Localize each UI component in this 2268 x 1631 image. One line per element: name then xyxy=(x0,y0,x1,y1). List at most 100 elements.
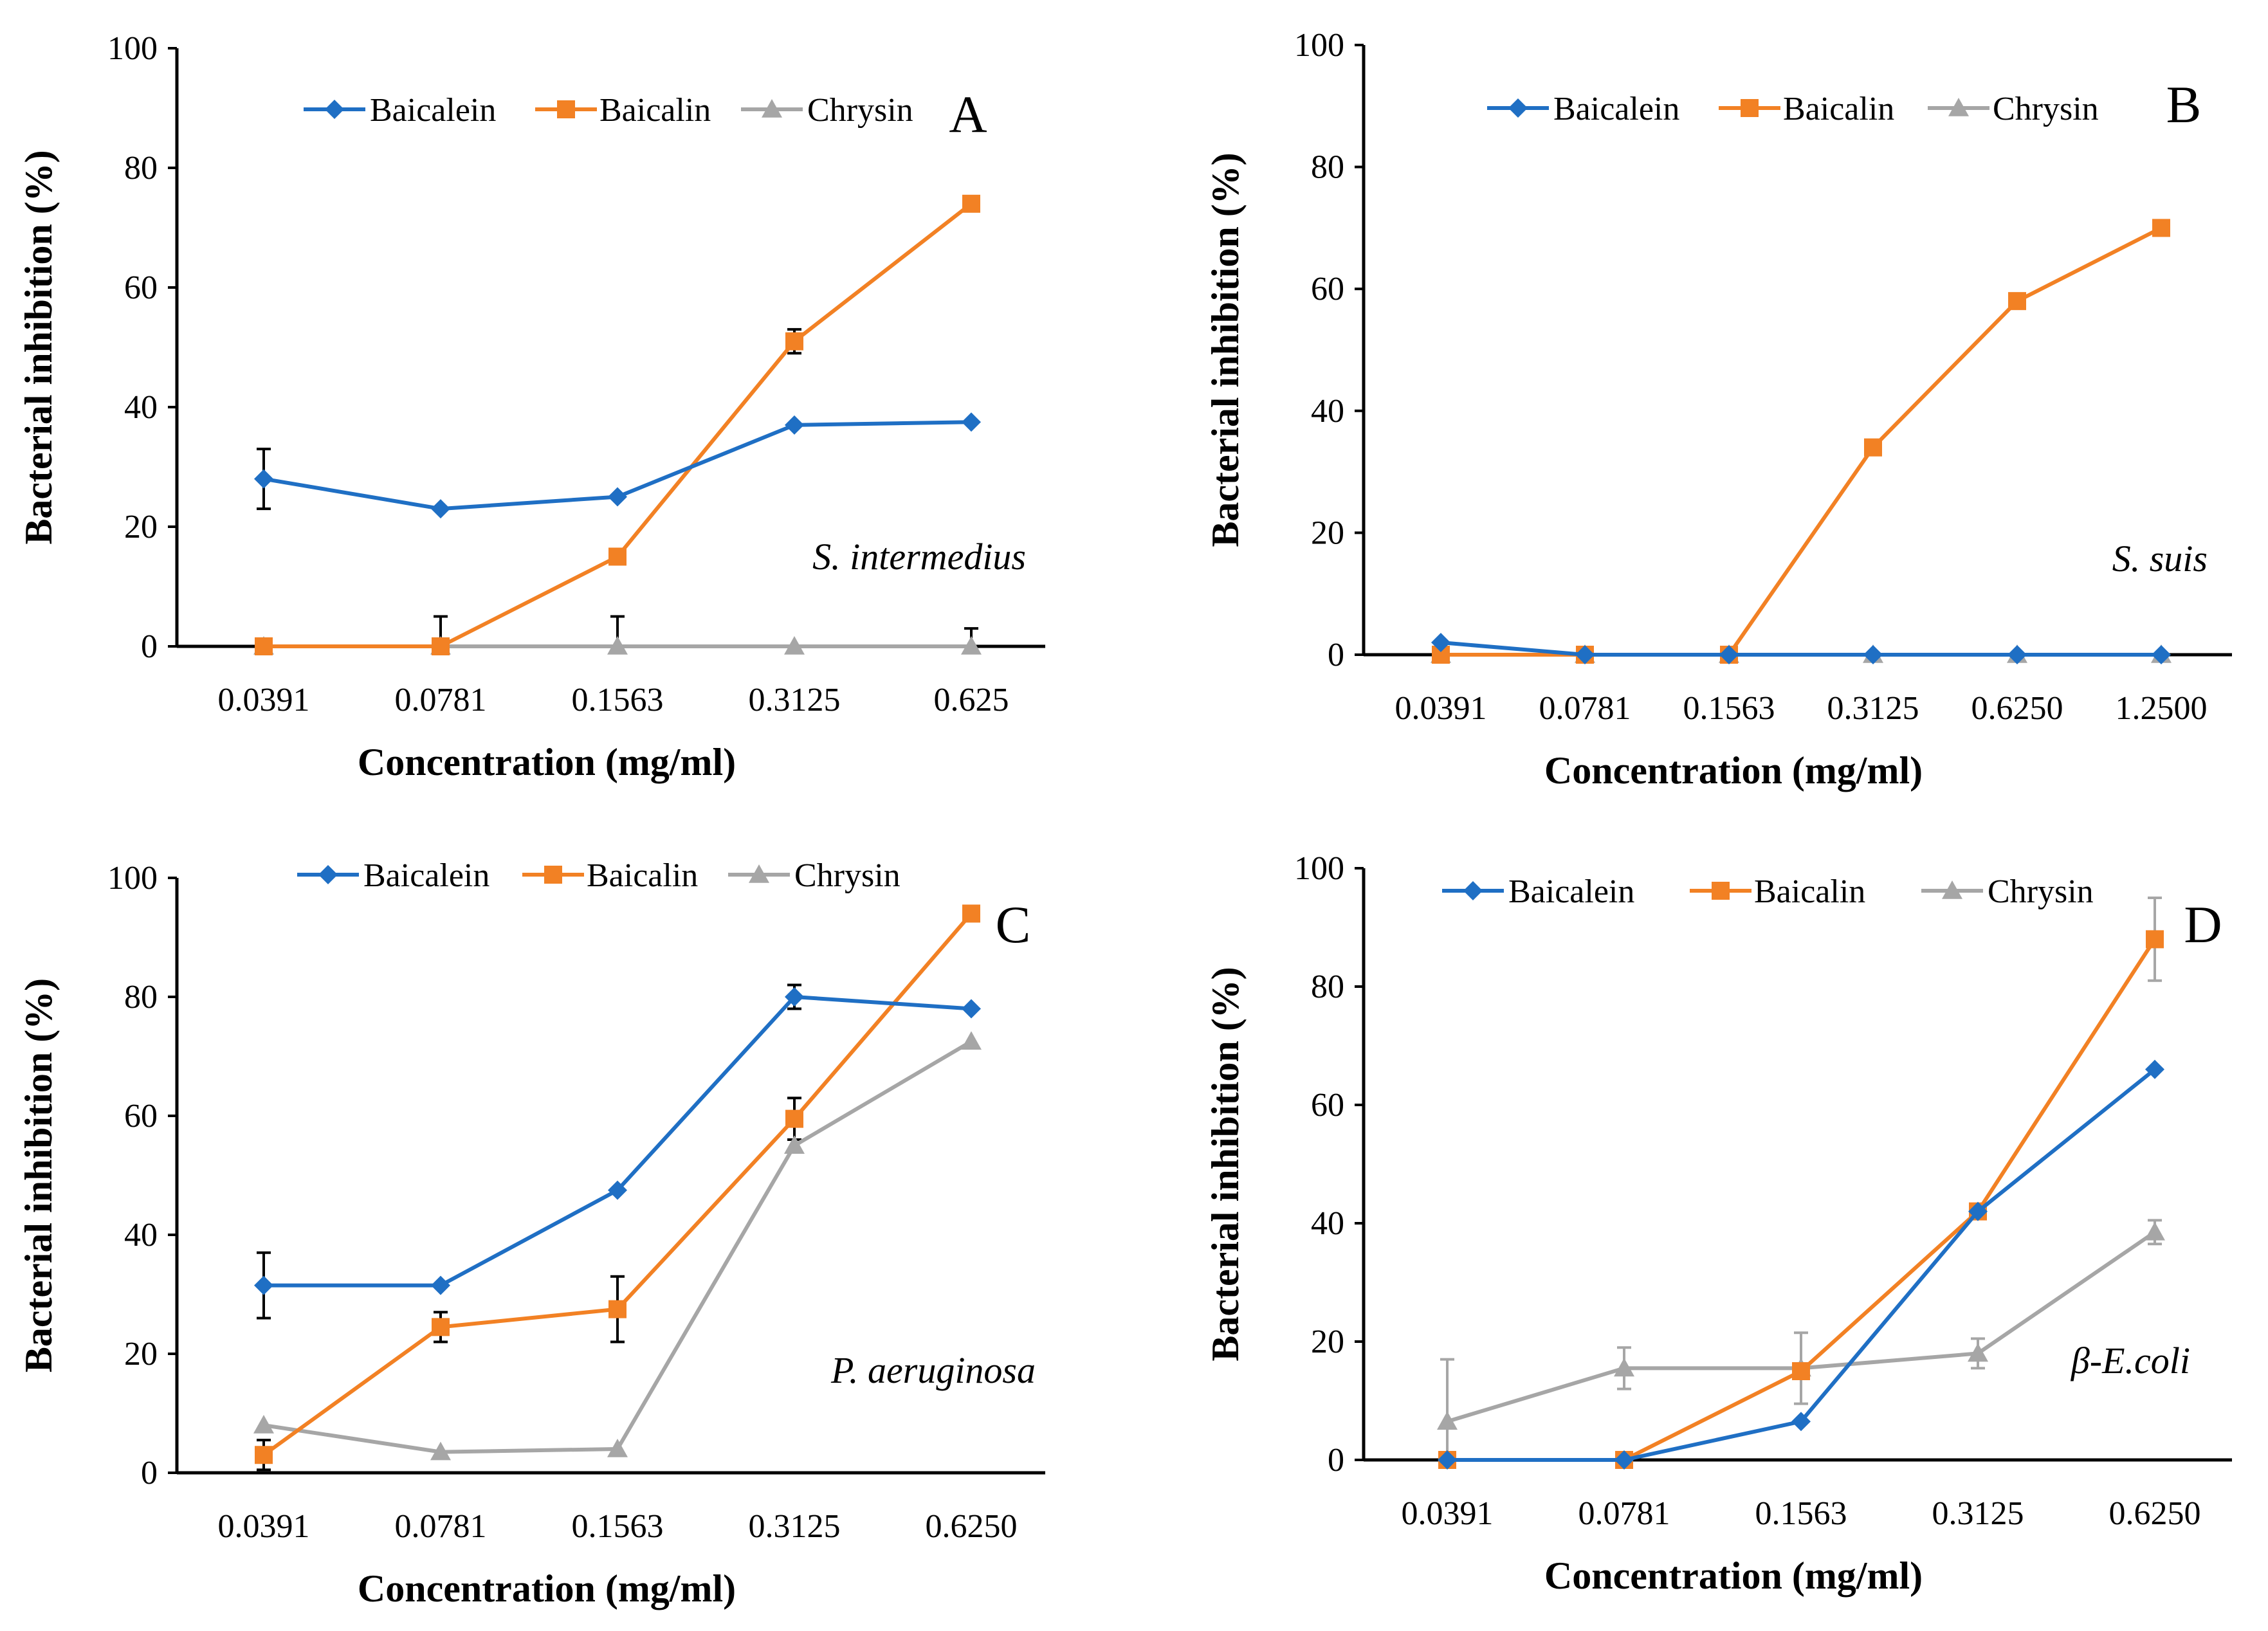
panel-a-baicalein-point xyxy=(254,469,273,489)
panel-c-legend-baicalein-label: Baicalein xyxy=(363,857,489,894)
panel-c-y-tick-label: 60 xyxy=(124,1098,158,1134)
panel-a-x-tick-label: 0.3125 xyxy=(749,682,841,718)
panel-c-legend-chrysin-marker xyxy=(749,864,769,883)
panel-b-y-axis-title: Bacterial inhibition (%) xyxy=(1204,152,1247,547)
panel-b-baicalein-point xyxy=(2152,645,2171,664)
panel-c-x-tick-label: 0.0781 xyxy=(395,1508,487,1545)
panel-b-baicalein-point xyxy=(1863,645,1883,664)
panel-d-chrysin-point xyxy=(1968,1343,1988,1362)
panel-c-x-tick-label: 0.3125 xyxy=(749,1508,841,1545)
panel-c-y-tick-label: 40 xyxy=(124,1217,158,1253)
panel-d-legend-baicalin-label: Baicalin xyxy=(1754,873,1865,910)
panel-b-baicalin-point xyxy=(1864,438,1882,457)
panel-c-baicalin-point xyxy=(785,1109,803,1128)
panel-b-legend-baicalein-marker xyxy=(1508,98,1528,118)
panel-b-legend-baicalein-label: Baicalein xyxy=(1553,91,1679,127)
panel-a-y-tick-label: 80 xyxy=(124,150,158,187)
panel-c-legend-baicalein-marker xyxy=(318,865,338,884)
panel-d-y-tick-label: 60 xyxy=(1311,1087,1344,1124)
panel-c-y-tick-label: 20 xyxy=(124,1336,158,1372)
panel-c-chrysin-point xyxy=(784,1135,805,1154)
panel-d-x-tick-label: 0.0781 xyxy=(1578,1495,1670,1532)
panel-d-legend-baicalin-marker xyxy=(1712,882,1730,900)
panel-b-legend-baicalin-marker xyxy=(1741,99,1759,117)
panel-a-x-tick-label: 0.0391 xyxy=(218,682,310,718)
panel-d-chrysin-point xyxy=(2145,1221,2165,1241)
panel-a-legend-chrysin-marker xyxy=(762,99,782,118)
panel-c-x-tick-label: 0.6250 xyxy=(926,1508,1018,1545)
panel-b-y-tick-label: 80 xyxy=(1311,149,1344,186)
panel-d-y-axis-title: Bacterial inhibition (%) xyxy=(1204,967,1247,1361)
panel-c-x-axis-title: Concentration (mg/ml) xyxy=(358,1567,736,1610)
panel-b-x-tick-label: 0.0781 xyxy=(1539,690,1631,727)
panel-b-baicalein-point xyxy=(1719,645,1739,664)
panel-b-baicalin-point xyxy=(2152,219,2170,237)
panel-c-organism: P. aeruginosa xyxy=(830,1349,1036,1391)
panel-d-y-tick-label: 40 xyxy=(1311,1205,1344,1242)
panel-d-chrysin-point xyxy=(1614,1358,1634,1377)
panel-c-y-axis-title: Bacterial inhibition (%) xyxy=(17,978,60,1372)
panel-c-chrysin-point xyxy=(430,1441,451,1461)
panel-c-baicalin-point xyxy=(255,1446,273,1464)
panel-a-baicalin-point xyxy=(255,637,273,655)
panel-d-x-tick-label: 0.1563 xyxy=(1755,1495,1847,1532)
panel-c-legend-baicalin-label: Baicalin xyxy=(587,857,698,894)
panel-b: 0 20 40 60 80 100 0.0391 0.0781 0.1563 0.3125 0.62… xyxy=(1204,27,2232,792)
panel-a-y-tick-label: 20 xyxy=(124,509,158,545)
panel-d-baicalein-point xyxy=(2145,1059,2164,1079)
panel-a-baicalin-point xyxy=(962,194,980,213)
panel-a-legend-baicalein-label: Baicalein xyxy=(370,92,496,129)
panel-b-baicalein-line xyxy=(1440,641,2161,657)
panel-c-legend-baicalin-marker xyxy=(544,866,562,884)
panel-a-baicalein-point xyxy=(431,499,450,519)
panel-a-baicalein-point xyxy=(962,412,981,432)
panel-d-x-tick-label: 0.3125 xyxy=(1932,1495,2024,1532)
panel-a-x-tick-label: 0.0781 xyxy=(395,682,487,718)
panel-d-y-tick-label: 80 xyxy=(1311,969,1344,1005)
panel-b-x-tick-label: 1.2500 xyxy=(2116,690,2208,727)
panel-b-organism: S. suis xyxy=(2112,538,2208,579)
panel-d-legend-chrysin-label: Chrysin xyxy=(1988,873,2094,910)
panel-d-baicalein-point xyxy=(1968,1201,1988,1221)
panel-a-legend-chrysin-label: Chrysin xyxy=(807,92,913,129)
panel-b-y-tick-label: 40 xyxy=(1311,393,1344,430)
panel-a-x-tick-label: 0.1563 xyxy=(572,682,664,718)
panel-b-legend-baicalin-label: Baicalin xyxy=(1783,91,1894,127)
panel-a-baicalin-point xyxy=(785,332,803,351)
panel-c-letter: C xyxy=(996,895,1031,954)
panel-c-baicalin-point xyxy=(608,1300,626,1318)
panel-c-baicalin-point xyxy=(962,904,980,923)
panel-a-y-tick-label: 60 xyxy=(124,269,158,306)
panel-d-baicalein-point xyxy=(1791,1412,1811,1432)
panel-b-baicalein-point xyxy=(1575,645,1595,664)
panel-c-chrysin-point xyxy=(253,1415,274,1434)
panel-a-letter: A xyxy=(949,85,987,143)
panel-c-baicalein-point xyxy=(254,1275,273,1295)
panel-c-y-tick-label: 100 xyxy=(107,860,158,897)
panel-a-x-axis-title: Concentration (mg/ml) xyxy=(358,741,736,783)
panel-b-x-tick-label: 0.6250 xyxy=(1971,690,2063,727)
panel-b-legend-chrysin-label: Chrysin xyxy=(1993,91,2099,127)
panel-b-x-tick-label: 0.1563 xyxy=(1683,690,1775,727)
panel-a-legend-baicalin-marker xyxy=(557,100,575,118)
panel-d-y-tick-label: 0 xyxy=(1328,1442,1344,1479)
panel-c-chrysin-point xyxy=(961,1031,982,1050)
panel-a-y-axis-title: Bacterial inhibition (%) xyxy=(17,150,60,544)
panel-b-legend-chrysin-marker xyxy=(1948,98,1969,116)
panel-a-chrysin-point xyxy=(961,636,982,655)
panel-b-y-tick-label: 0 xyxy=(1328,637,1344,673)
panel-c-baicalein-line xyxy=(264,995,972,1288)
panel-b-baicalein-point xyxy=(1431,633,1450,653)
panel-a-legend-baicalin-label: Baicalin xyxy=(599,92,711,129)
panel-d-y-tick-label: 20 xyxy=(1311,1324,1344,1360)
panel-d-baicalein-point xyxy=(1614,1450,1634,1470)
panel-b-baicalin-line xyxy=(1441,226,2163,657)
panel-a-chrysin-point xyxy=(607,636,628,655)
panel-a-y-tick-label: 100 xyxy=(107,30,158,67)
panel-b-y-tick-label: 60 xyxy=(1311,271,1344,307)
panel-a-y-tick-label: 40 xyxy=(124,389,158,426)
panel-b-x-axis-title: Concentration (mg/ml) xyxy=(1544,749,1923,792)
panel-b-y-tick-label: 20 xyxy=(1311,515,1344,551)
panel-a-y-tick-label: 0 xyxy=(141,628,158,665)
panel-d: 0 20 40 60 80 100 0.0391 0.0781 0.1563 0.3125 0.62… xyxy=(1204,850,2232,1597)
